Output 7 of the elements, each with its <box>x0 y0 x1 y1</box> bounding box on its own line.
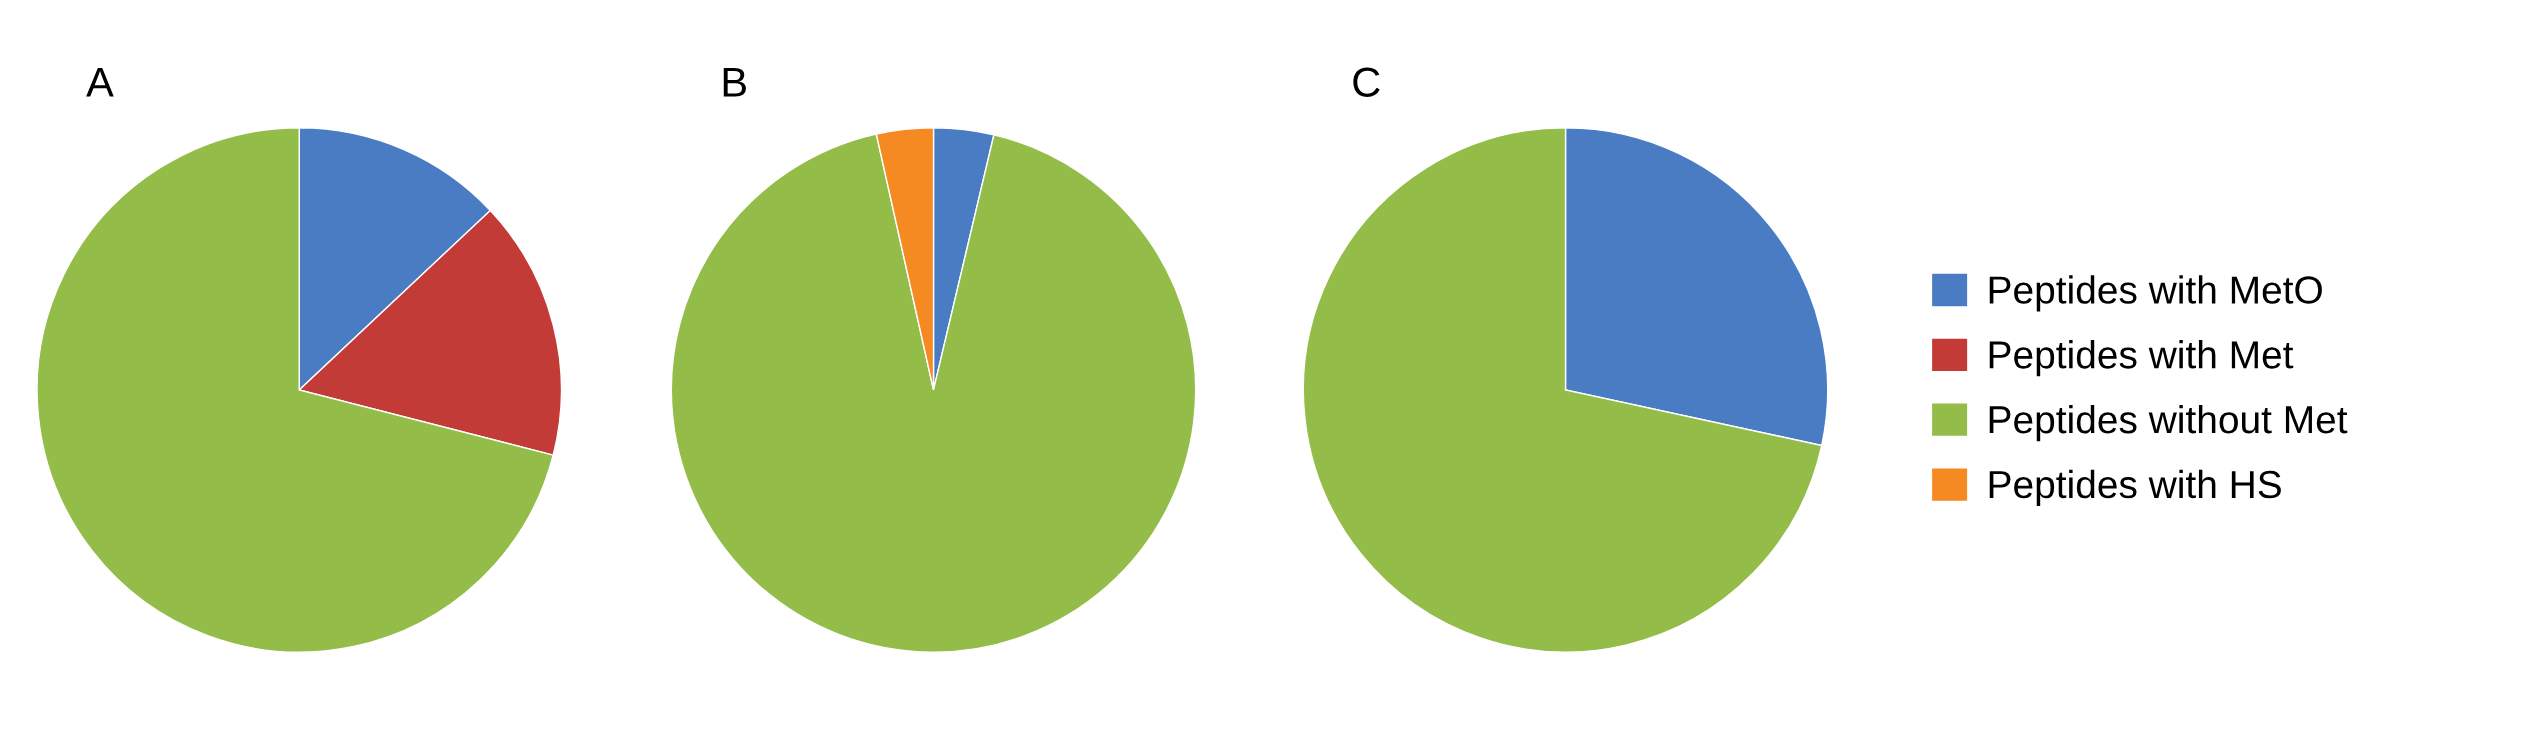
chart-title: C <box>1353 67 1380 97</box>
legend-label: Peptides with Met <box>1989 340 2294 377</box>
chart-title: B <box>723 67 746 97</box>
chart-title: A <box>86 67 114 97</box>
legend-label: Peptides with HS <box>1989 469 2281 507</box>
legend-label: Peptides with MetO <box>1989 275 2322 312</box>
legend-label: Peptides without Met <box>1989 404 2348 442</box>
